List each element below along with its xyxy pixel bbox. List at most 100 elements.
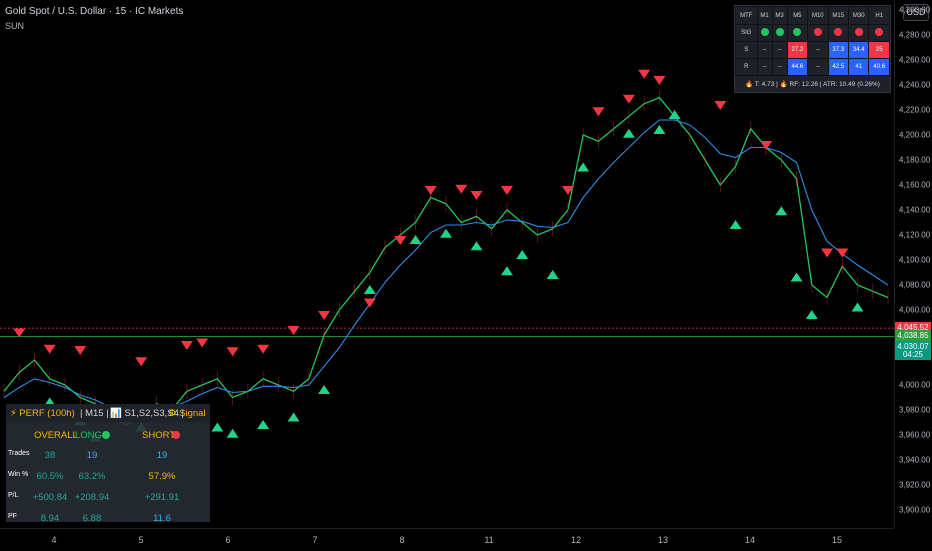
mtf-support-cell: -- [771, 41, 788, 59]
sell-signal-marker[interactable] [318, 311, 331, 320]
sell-signal-marker[interactable] [561, 186, 574, 195]
sell-signal-marker[interactable] [226, 347, 239, 357]
buy-signal-marker[interactable] [668, 110, 681, 119]
perf-strategies: 📊 S1,S2,S3,S4 | [110, 408, 184, 419]
mtf-header-cell: M1 [756, 6, 773, 25]
buy-signal-marker[interactable] [653, 125, 666, 134]
perf-short-value: 11.6 [153, 513, 171, 524]
buy-signal-marker[interactable] [318, 385, 331, 394]
buy-signal-marker[interactable] [577, 162, 590, 172]
sell-signal-marker[interactable] [196, 338, 209, 348]
price-tick-label: 4,200.00 [899, 130, 931, 140]
price-tick-label: 4,300.00 [899, 5, 931, 15]
signal-dot-icon [793, 28, 802, 36]
buy-signal-marker[interactable] [622, 128, 635, 138]
price-axis[interactable]: USD 4,300.00 4,280.00 4,260.00 4,240.00 4,22… [894, 0, 932, 528]
buy-signal-marker[interactable] [470, 241, 483, 251]
mtf-support-cell: -- [756, 41, 773, 59]
perf-row-label: Trades [8, 450, 30, 457]
sell-signal-marker[interactable] [424, 186, 437, 195]
col-long: LONG [75, 430, 102, 441]
sell-signal-marker[interactable] [394, 236, 407, 245]
price-line [3, 96, 889, 426]
sell-signal-marker[interactable] [180, 341, 193, 350]
mtf-signal-cell [847, 24, 870, 42]
signal-dot-icon [760, 28, 769, 36]
buy-signal-marker[interactable] [257, 420, 270, 429]
signal-dot-icon [875, 28, 884, 36]
sell-signal-marker[interactable] [714, 101, 727, 110]
mtf-signal-cell [771, 24, 788, 42]
perf-signal: ⚙ Signal [168, 408, 206, 419]
sell-signal-marker[interactable] [653, 76, 666, 85]
sell-signal-marker[interactable] [821, 248, 834, 258]
mtf-header-cell: H1 [868, 6, 890, 25]
buy-signal-marker[interactable] [409, 235, 422, 244]
sell-signal-marker[interactable] [500, 186, 513, 195]
sell-signal-marker[interactable] [257, 344, 270, 354]
mtf-resistance-cell: 42.5 [827, 58, 850, 76]
sell-signal-marker[interactable] [622, 94, 635, 104]
time-tick-label: 6 [225, 535, 231, 545]
perf-long-value: 63.2% [78, 471, 106, 482]
perf-short-value: 57.9% [148, 471, 176, 482]
sell-signal-marker[interactable] [455, 184, 468, 194]
moving-average-line [3, 119, 889, 414]
sell-signal-marker[interactable] [470, 191, 483, 200]
sell-signal-marker[interactable] [836, 248, 849, 258]
price-tag: 4,030.07 [895, 341, 931, 353]
mtf-header-cell: M15 [827, 6, 850, 25]
mtf-support-cell: 37.3 [827, 41, 850, 59]
price-tag: 4,038.85 [895, 330, 931, 342]
mtf-signal-cell [756, 24, 773, 42]
symbol-title: Gold Spot / U.S. Dollar · 15 · IC Market… [5, 6, 184, 17]
mtf-footer: 🔥 T: 4.73 | 🔥 RF: 12.26 | ATR: 10.49 (0.… [745, 81, 880, 88]
time-axis[interactable]: 4 5 6 7 8 11 12 13 14 15 [0, 528, 894, 551]
price-tick-label: 3,900.00 [899, 505, 931, 515]
mtf-resistance-cell: 44.6 [786, 58, 809, 76]
sell-signal-marker[interactable] [363, 298, 376, 308]
sell-signal-marker[interactable] [592, 107, 605, 117]
buy-signal-marker[interactable] [546, 270, 559, 279]
price-tick-label: 4,260.00 [899, 55, 931, 65]
time-tick-label: 5 [138, 535, 144, 545]
buy-signal-marker[interactable] [500, 266, 513, 276]
mtf-resistance-cell: -- [756, 58, 773, 76]
performance-panel: ⚡ PERF (100h) | M15 | 📊 S1,S2,S3,S4 | ⚙ … [6, 404, 210, 524]
mtf-resistance-cell: 40.6 [868, 58, 890, 76]
sell-signal-marker[interactable] [13, 328, 26, 338]
sell-signal-marker[interactable] [135, 357, 148, 367]
col-short: SHORT [142, 430, 176, 441]
currency-button[interactable]: USD [903, 4, 929, 21]
perf-overall-value: +500.84 [32, 492, 68, 503]
perf-short-value: +291.91 [144, 492, 180, 503]
sell-signal-marker[interactable] [287, 326, 300, 335]
buy-signal-marker[interactable] [805, 310, 818, 319]
perf-row-label: Win % [8, 471, 29, 478]
price-tick-label: 4,100.00 [899, 255, 931, 265]
short-dot-icon [172, 431, 180, 439]
time-tick-label: 13 [657, 535, 669, 545]
buy-signal-marker[interactable] [226, 428, 239, 438]
sell-signal-marker[interactable] [638, 69, 651, 79]
perf-overall-value: 8.94 [40, 513, 60, 524]
col-overall: OVERALL [34, 430, 78, 441]
buy-signal-marker[interactable] [851, 302, 864, 312]
buy-signal-marker[interactable] [729, 220, 742, 229]
buy-signal-marker[interactable] [440, 228, 452, 238]
buy-signal-marker[interactable] [516, 250, 529, 259]
price-tick-label: 3,960.00 [899, 430, 931, 440]
buy-signal-marker[interactable] [790, 272, 803, 282]
buy-signal-marker[interactable] [775, 206, 788, 216]
buy-signal-marker[interactable] [363, 285, 376, 294]
price-tag: 4,045.52 [895, 322, 931, 334]
time-tick-label: 11 [484, 535, 494, 545]
buy-signal-marker[interactable] [287, 412, 300, 422]
buy-signal-marker[interactable] [211, 422, 224, 432]
sell-signal-marker[interactable] [43, 344, 56, 354]
time-tick-label: 7 [312, 535, 318, 545]
signal-dot-icon [813, 28, 822, 36]
long-dot-icon [102, 431, 110, 439]
sell-signal-marker[interactable] [74, 346, 87, 355]
sell-signal-marker[interactable] [760, 141, 773, 150]
